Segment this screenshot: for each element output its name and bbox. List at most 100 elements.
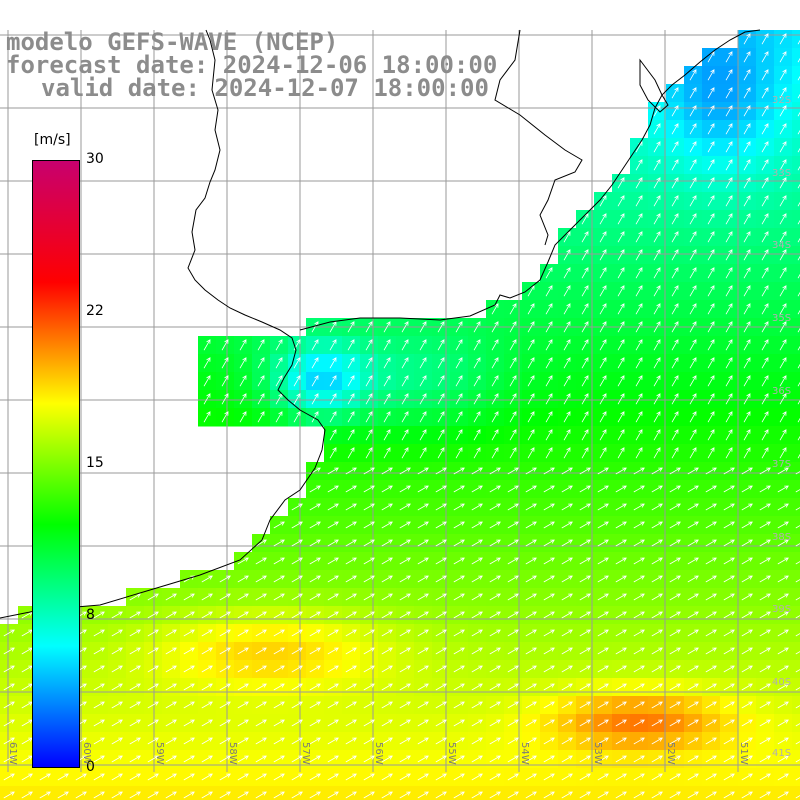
wind-cell [594, 786, 613, 800]
wind-arrow [779, 429, 787, 441]
wind-arrow [563, 429, 571, 441]
wind-arrow [561, 539, 573, 547]
wind-arrow [129, 737, 141, 745]
wind-arrow [615, 467, 627, 475]
lat-label: 37S [772, 459, 792, 470]
wind-arrow [707, 321, 715, 333]
wind-arrow [345, 791, 357, 799]
wind-arrow [509, 411, 517, 423]
wind-arrow [417, 593, 429, 601]
wind-arrow [671, 429, 679, 441]
wind-arrow [381, 701, 393, 709]
wind-arrow [579, 737, 591, 745]
wind-cell [792, 138, 800, 157]
wind-arrow [345, 575, 357, 583]
wind-arrow [651, 737, 663, 745]
wind-arrow [221, 357, 229, 369]
wind-arrow [725, 393, 733, 405]
wind-arrow [777, 647, 789, 655]
wind-arrow [761, 411, 769, 423]
wind-arrow [219, 683, 231, 691]
wind-arrow [741, 611, 753, 619]
wind-arrow [491, 303, 499, 315]
wind-arrow [617, 339, 625, 351]
wind-direction-arrows [3, 33, 800, 799]
wind-arrow [707, 411, 715, 423]
wind-arrow [653, 321, 661, 333]
wind-arrow [615, 629, 627, 637]
wind-arrow [777, 701, 789, 709]
wind-arrow [57, 773, 69, 781]
wind-arrow [311, 393, 319, 405]
wind-arrow [399, 665, 411, 673]
wind-cell [792, 624, 800, 643]
wind-cell [792, 102, 800, 121]
wind-arrow [759, 467, 771, 475]
wind-arrow [489, 719, 501, 727]
wind-arrow [93, 647, 105, 655]
wind-arrow [381, 557, 393, 565]
wind-arrow [507, 737, 519, 745]
wind-arrow [345, 521, 357, 529]
wind-arrow [417, 611, 429, 619]
wind-arrow [761, 303, 769, 315]
wind-arrow [329, 447, 337, 459]
wind-arrow [201, 773, 213, 781]
wind-arrow [3, 791, 15, 799]
wind-arrow [669, 467, 681, 475]
wind-arrow [93, 629, 105, 637]
wind-arrow [689, 393, 697, 405]
wind-arrow [599, 447, 607, 459]
wind-arrow [725, 87, 733, 99]
wind-cell [738, 786, 757, 800]
wind-arrow [399, 719, 411, 727]
wind-arrow [363, 467, 375, 475]
wind-arrow [399, 683, 411, 691]
wind-arrow [687, 683, 699, 691]
wind-arrow [581, 267, 589, 279]
wind-cell [792, 174, 800, 193]
coastline-uruguay-interior [494, 29, 583, 246]
wind-arrow [219, 719, 231, 727]
wind-arrow [633, 503, 645, 511]
wind-arrow [363, 737, 375, 745]
wind-arrow [725, 159, 733, 171]
wind-arrow [509, 447, 517, 459]
wind-arrow [543, 629, 555, 637]
wind-arrow [599, 321, 607, 333]
wind-arrow [453, 737, 465, 745]
wind-arrow [237, 683, 249, 691]
wind-arrow [507, 773, 519, 781]
wind-arrow [399, 575, 411, 583]
wind-arrow [581, 447, 589, 459]
wind-arrow [759, 737, 771, 745]
wind-arrow [615, 791, 627, 799]
wind-arrow [581, 285, 589, 297]
wind-arrow [417, 773, 429, 781]
wind-arrow [779, 285, 787, 297]
wind-arrow [705, 611, 717, 619]
wind-arrow [743, 51, 751, 63]
wind-arrow [779, 447, 787, 459]
wind-arrow [275, 375, 283, 387]
wind-arrow [93, 611, 105, 619]
wind-arrow [761, 375, 769, 387]
wind-arrow [491, 393, 499, 405]
wind-arrow [327, 575, 339, 583]
wind-arrow [183, 611, 195, 619]
wind-arrow [293, 393, 301, 405]
wind-arrow [3, 629, 15, 637]
wind-arrow [381, 755, 393, 763]
wind-arrow [329, 357, 337, 369]
wind-arrow [597, 575, 609, 583]
wind-arrow [653, 231, 661, 243]
wind-arrow [779, 321, 787, 333]
wind-arrow [489, 737, 501, 745]
wind-arrow [795, 471, 800, 475]
wind-arrow [219, 629, 231, 637]
wind-arrow [525, 683, 537, 691]
wind-arrow [777, 629, 789, 637]
wind-arrow [563, 393, 571, 405]
wind-arrow [633, 629, 645, 637]
wind-arrow [743, 393, 751, 405]
